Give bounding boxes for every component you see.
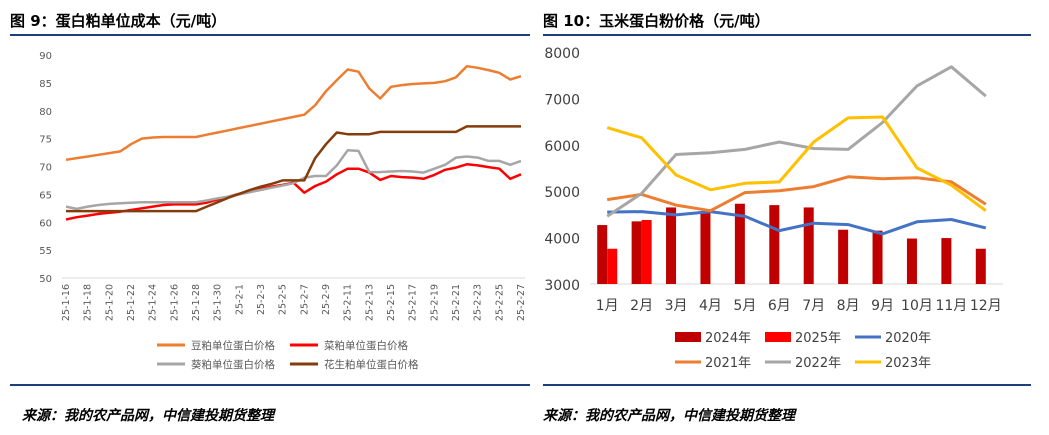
x-tick-label: 25-2-17 bbox=[408, 284, 419, 321]
x-tick-label: 5月 bbox=[733, 298, 756, 314]
legend-label: 2025年 bbox=[795, 331, 841, 346]
left-bottom-rule bbox=[10, 384, 530, 386]
y-tick-label: 55 bbox=[39, 246, 52, 257]
x-tick-label: 25-2-13 bbox=[364, 284, 375, 321]
x-tick-label: 25-2-9 bbox=[321, 284, 332, 315]
series-line-1 bbox=[65, 64, 522, 162]
legend-swatch bbox=[765, 332, 791, 342]
x-tick-label: 8月 bbox=[837, 298, 860, 314]
right-bottom-rule bbox=[543, 384, 1031, 386]
legend-swatch bbox=[675, 332, 701, 342]
y-tick-label: 5000 bbox=[544, 185, 580, 201]
bar-2025年 bbox=[641, 219, 652, 284]
x-tick-label: 3月 bbox=[665, 298, 688, 314]
legend-label: 2024年 bbox=[705, 331, 751, 346]
left-chart-title: 图 9：蛋白粕单位成本（元/吨） bbox=[10, 12, 227, 30]
x-tick-label: 7月 bbox=[802, 298, 825, 314]
y-tick-label: 75 bbox=[39, 135, 52, 146]
x-tick-label: 25-2-21 bbox=[451, 284, 462, 321]
x-tick-label: 25-1-30 bbox=[213, 284, 224, 321]
bar-2024年 bbox=[803, 207, 814, 284]
y-tick-label: 70 bbox=[39, 163, 52, 174]
legend-label: 花生粕单位蛋白价格 bbox=[324, 358, 419, 371]
bar-2024年 bbox=[666, 207, 677, 284]
x-tick-label: 25-1-24 bbox=[148, 284, 159, 321]
x-tick-label: 25-2-25 bbox=[494, 284, 505, 321]
bar-2024年 bbox=[838, 229, 849, 284]
legend-label: 葵粕单位蛋白价格 bbox=[191, 358, 275, 371]
x-tick-label: 25-2-19 bbox=[429, 284, 440, 321]
x-tick-label: 25-1-16 bbox=[61, 284, 72, 321]
y-tick-label: 8000 bbox=[544, 46, 580, 62]
bar-2024年 bbox=[941, 238, 952, 284]
y-tick-label: 80 bbox=[39, 107, 52, 118]
x-tick-label: 25-2-15 bbox=[386, 284, 397, 321]
y-tick-label: 65 bbox=[39, 190, 52, 201]
y-tick-label: 60 bbox=[39, 218, 52, 229]
legend-label: 2021年 bbox=[705, 356, 751, 371]
x-tick-label: 25-1-28 bbox=[191, 284, 202, 321]
bar-2024年 bbox=[769, 205, 780, 284]
right-title-rule bbox=[543, 34, 1031, 36]
bar-2024年 bbox=[597, 225, 608, 284]
x-tick-label: 9月 bbox=[871, 298, 894, 314]
x-tick-label: 10月 bbox=[901, 298, 933, 314]
series-line-2022年 bbox=[606, 65, 987, 218]
x-tick-label: 4月 bbox=[699, 298, 722, 314]
x-tick-label: 25-1-26 bbox=[169, 284, 180, 321]
x-tick-label: 25-2-23 bbox=[473, 284, 484, 321]
x-tick-label: 25-2-1 bbox=[234, 284, 245, 315]
x-tick-label: 1月 bbox=[596, 298, 619, 314]
series-line-4 bbox=[66, 125, 521, 213]
y-tick-label: 3000 bbox=[544, 278, 580, 294]
left-source: 来源：我的农产品网，中信建投期货整理 bbox=[22, 408, 274, 424]
x-tick-label: 25-2-11 bbox=[343, 284, 354, 321]
left-title-rule bbox=[10, 34, 530, 36]
legend-label: 菜粕单位蛋白价格 bbox=[324, 339, 408, 352]
y-tick-label: 4000 bbox=[544, 232, 580, 248]
x-tick-label: 2月 bbox=[630, 298, 653, 314]
series-line-2020年 bbox=[607, 210, 987, 236]
bar-2024年 bbox=[700, 213, 711, 284]
y-tick-label: 85 bbox=[39, 79, 52, 90]
series-line-3 bbox=[65, 149, 522, 211]
x-tick-label: 25-2-27 bbox=[516, 284, 527, 321]
y-tick-label: 50 bbox=[39, 274, 52, 285]
bar-2024年 bbox=[906, 238, 917, 284]
x-tick-label: 25-1-22 bbox=[126, 284, 137, 321]
bar-2025年 bbox=[607, 248, 618, 284]
bar-2024年 bbox=[872, 230, 883, 284]
x-tick-label: 25-2-7 bbox=[299, 284, 310, 315]
series-line-2023年 bbox=[606, 115, 987, 212]
legend-label: 2023年 bbox=[885, 356, 931, 371]
bar-2024年 bbox=[734, 203, 745, 284]
legend-label: 2020年 bbox=[885, 331, 931, 346]
right-source: 来源：我的农产品网，中信建投期货整理 bbox=[543, 408, 795, 424]
x-tick-label: 12月 bbox=[970, 298, 1002, 314]
series-line-2021年 bbox=[606, 175, 987, 213]
legend-label: 豆粕单位蛋白价格 bbox=[191, 339, 275, 352]
x-tick-label: 25-1-20 bbox=[104, 284, 115, 321]
x-tick-label: 25-2-3 bbox=[256, 284, 267, 315]
y-tick-label: 90 bbox=[39, 51, 52, 62]
bar-2024年 bbox=[975, 248, 986, 284]
x-tick-label: 25-1-18 bbox=[83, 284, 94, 321]
x-tick-label: 25-2-5 bbox=[278, 284, 289, 315]
x-tick-label: 6月 bbox=[768, 298, 791, 314]
x-tick-label: 11月 bbox=[935, 298, 967, 314]
right-chart-title: 图 10：玉米蛋白粉价格（元/吨） bbox=[543, 12, 770, 30]
y-tick-label: 7000 bbox=[544, 92, 580, 108]
bar-2024年 bbox=[631, 221, 642, 284]
legend-label: 2022年 bbox=[795, 356, 841, 371]
y-tick-label: 6000 bbox=[544, 139, 580, 155]
